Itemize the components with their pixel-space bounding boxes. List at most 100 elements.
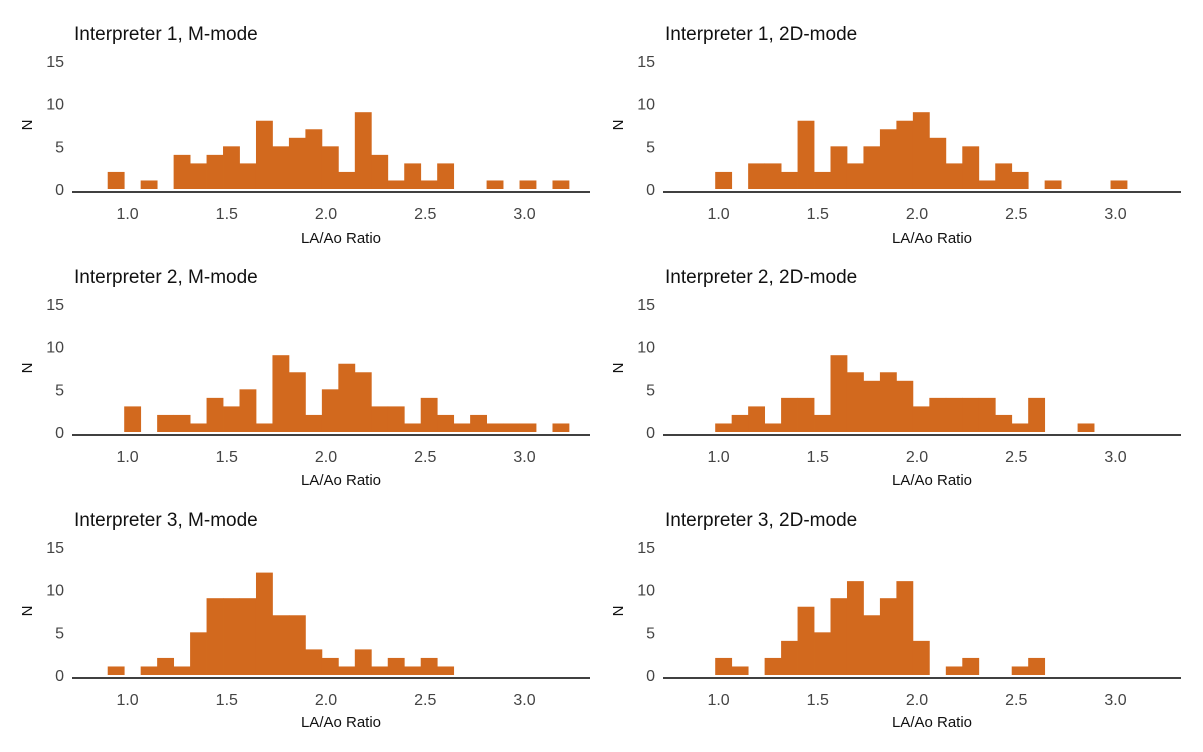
x-tick-label: 2.0: [906, 449, 928, 466]
x-tick-label: 2.5: [414, 692, 436, 709]
histogram-bar: [731, 414, 749, 432]
x-tick-label: 3.0: [513, 449, 535, 466]
histogram-bar: [321, 146, 339, 189]
x-tick-label: 1.5: [807, 206, 829, 223]
x-tick-label: 1.0: [707, 692, 729, 709]
histogram-bar: [305, 129, 323, 189]
histogram-bar: [1110, 180, 1128, 189]
histogram-panel-3: Interpreter 2, M-mode 1.0 1.5 2.0 2.5 3.0 0 5 10…: [19, 267, 590, 489]
histogram-bar: [239, 598, 257, 675]
histogram-bar: [239, 163, 257, 189]
y-axis-label: N: [19, 120, 36, 131]
histogram-bar: [1028, 397, 1046, 432]
x-tick-label: 3.0: [1104, 449, 1126, 466]
histogram-bar: [519, 180, 537, 189]
histogram-bar: [1011, 666, 1029, 675]
y-tick-label: 10: [637, 340, 655, 357]
y-tick-label: 0: [55, 668, 64, 685]
histogram-bar: [420, 657, 438, 675]
x-tick-label: 1.5: [216, 449, 238, 466]
histogram-bar: [764, 423, 782, 432]
histogram-bar: [863, 380, 881, 432]
histogram-bar: [321, 657, 339, 675]
x-tick-label: 1.0: [116, 206, 138, 223]
histogram-bar: [748, 406, 766, 432]
x-tick-label: 2.0: [315, 206, 337, 223]
x-tick-label: 2.0: [906, 692, 928, 709]
x-axis-label: LA/Ao Ratio: [892, 714, 972, 731]
histogram-bar: [830, 598, 848, 675]
histogram-bar: [814, 632, 831, 675]
histogram-bar: [945, 666, 963, 675]
histogram-bar: [962, 146, 980, 189]
histogram-bar: [223, 146, 240, 189]
histogram-bar: [404, 423, 422, 432]
histogram-bar: [354, 649, 372, 675]
y-tick-label: 10: [637, 97, 655, 114]
histogram-bar: [552, 180, 570, 189]
panel-title: Interpreter 1, 2D-mode: [665, 24, 857, 45]
histogram-bar: [715, 657, 733, 675]
y-tick-label: 15: [46, 540, 64, 557]
histogram-bar: [962, 657, 980, 675]
histogram-bar: [272, 355, 290, 432]
histogram-panel-5: Interpreter 3, M-mode 1.0 1.5 2.0 2.5 3.0 0 5 10…: [19, 510, 590, 731]
histogram-bar: [255, 572, 273, 675]
x-tick-label: 1.5: [216, 206, 238, 223]
x-tick-label: 3.0: [513, 206, 535, 223]
histogram-bar: [1077, 423, 1095, 432]
histogram-bar: [470, 414, 487, 432]
histogram-bar: [830, 355, 848, 432]
histogram-bar: [354, 112, 372, 189]
y-tick-label: 0: [646, 425, 655, 442]
histogram-bar: [797, 120, 815, 189]
histogram-panel-2: Interpreter 1, 2D-mode 1.0 1.5 2.0 2.5 3.0 0 5 1…: [610, 24, 1181, 247]
histogram-bar: [896, 120, 914, 189]
histogram-bar: [879, 598, 897, 675]
histogram-bar: [338, 363, 356, 432]
histogram-bar: [190, 423, 207, 432]
x-tick-label: 1.5: [216, 692, 238, 709]
histogram-bar: [995, 163, 1013, 189]
histogram-bar: [157, 414, 175, 432]
histogram-bar: [173, 154, 191, 189]
y-tick-label: 5: [646, 382, 655, 399]
histogram-bar: [272, 615, 290, 675]
histogram-bar: [503, 423, 520, 432]
histogram-bar: [107, 171, 125, 189]
x-tick-label: 2.5: [1005, 206, 1027, 223]
y-tick-label: 0: [55, 425, 64, 442]
histogram-bar: [978, 397, 996, 432]
histogram-bar: [896, 380, 914, 432]
histogram-bar: [781, 171, 798, 189]
y-axis-label: N: [19, 606, 36, 617]
histogram-bar: [420, 180, 438, 189]
histogram-bar: [239, 389, 257, 432]
y-tick-label: 15: [46, 297, 64, 314]
histogram-panel-4: Interpreter 2, 2D-mode 1.0 1.5 2.0 2.5 3.0 0 5 1…: [610, 267, 1181, 489]
histogram-bar: [305, 414, 323, 432]
histogram-bar: [1011, 171, 1029, 189]
x-tick-label: 2.5: [414, 206, 436, 223]
histogram-bar: [863, 146, 881, 189]
histogram-bar: [519, 423, 537, 432]
histogram-bar: [912, 640, 930, 675]
histogram-bar: [830, 146, 848, 189]
histogram-bar: [715, 171, 733, 189]
x-tick-label: 2.5: [1005, 692, 1027, 709]
histogram-bar: [206, 598, 224, 675]
histogram-bar: [929, 397, 947, 432]
histogram-bar: [223, 598, 240, 675]
histogram-bar: [846, 581, 864, 675]
x-tick-label: 1.5: [807, 449, 829, 466]
histogram-bar: [305, 649, 323, 675]
y-tick-label: 5: [55, 382, 64, 399]
histogram-bar: [863, 615, 881, 675]
histogram-bar: [288, 137, 306, 189]
histogram-bar: [962, 397, 980, 432]
histogram-bar: [486, 423, 504, 432]
histogram-bar: [255, 423, 273, 432]
y-axis-label: N: [610, 606, 627, 617]
histogram-bar: [552, 423, 570, 432]
panel-title: Interpreter 3, M-mode: [74, 510, 258, 531]
